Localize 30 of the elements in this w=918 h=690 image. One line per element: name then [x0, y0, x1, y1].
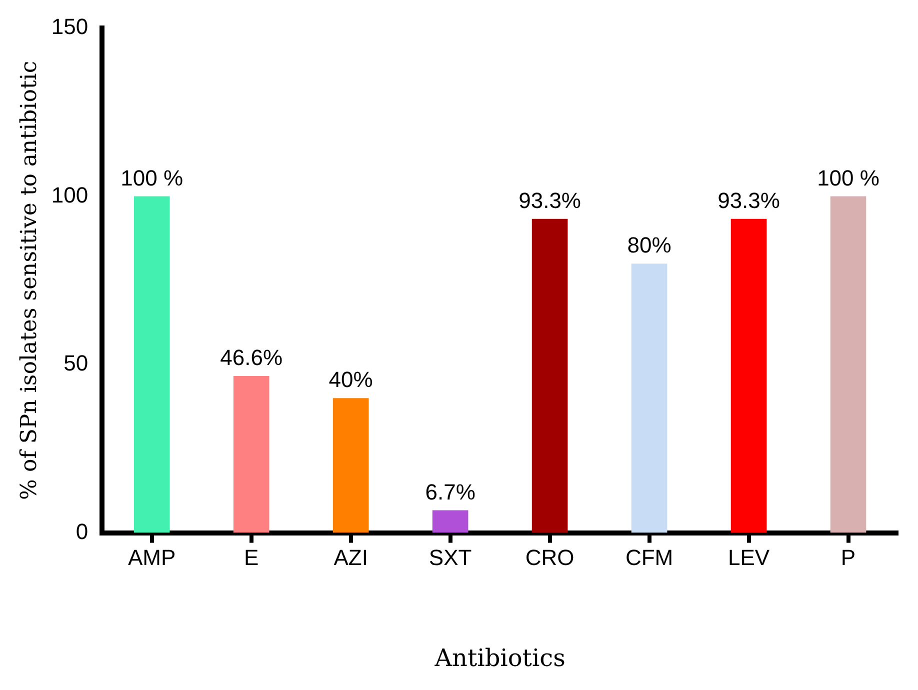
y-tick-label: 150 — [51, 14, 88, 40]
x-tick-label: AZI — [334, 545, 368, 570]
data-label: 6.7% — [425, 479, 476, 504]
data-label: 93.3% — [518, 188, 581, 213]
x-tick-label: CFM — [625, 545, 674, 570]
x-tick-label: LEV — [728, 545, 770, 570]
bar — [134, 196, 170, 533]
data-label: 46.6% — [220, 345, 283, 370]
bar — [532, 218, 568, 533]
bar — [830, 196, 866, 533]
data-label: 93.3% — [718, 188, 780, 213]
data-label: 100 % — [817, 165, 880, 190]
bar — [631, 264, 668, 533]
x-tick-label: P — [840, 545, 856, 570]
data-label: 80% — [627, 232, 672, 258]
x-tick-label: AMP — [128, 545, 176, 570]
bar — [730, 218, 767, 533]
data-label: 100 % — [120, 165, 184, 190]
x-tick-label: CRO — [525, 545, 574, 570]
y-tick-label: 50 — [64, 350, 88, 376]
x-tick-label: E — [244, 545, 259, 570]
y-tick-label: 100 — [51, 182, 88, 208]
bar — [332, 398, 369, 533]
x-axis-title: Antibiotics — [434, 644, 566, 672]
y-tick-label: 0 — [76, 518, 88, 544]
data-label: 40% — [328, 367, 373, 392]
bar — [432, 510, 468, 533]
x-tick-label: SXT — [428, 545, 472, 570]
bar — [233, 376, 270, 533]
y-axis-title: % of SPn isolates sensitive to antibiotic — [16, 60, 42, 500]
